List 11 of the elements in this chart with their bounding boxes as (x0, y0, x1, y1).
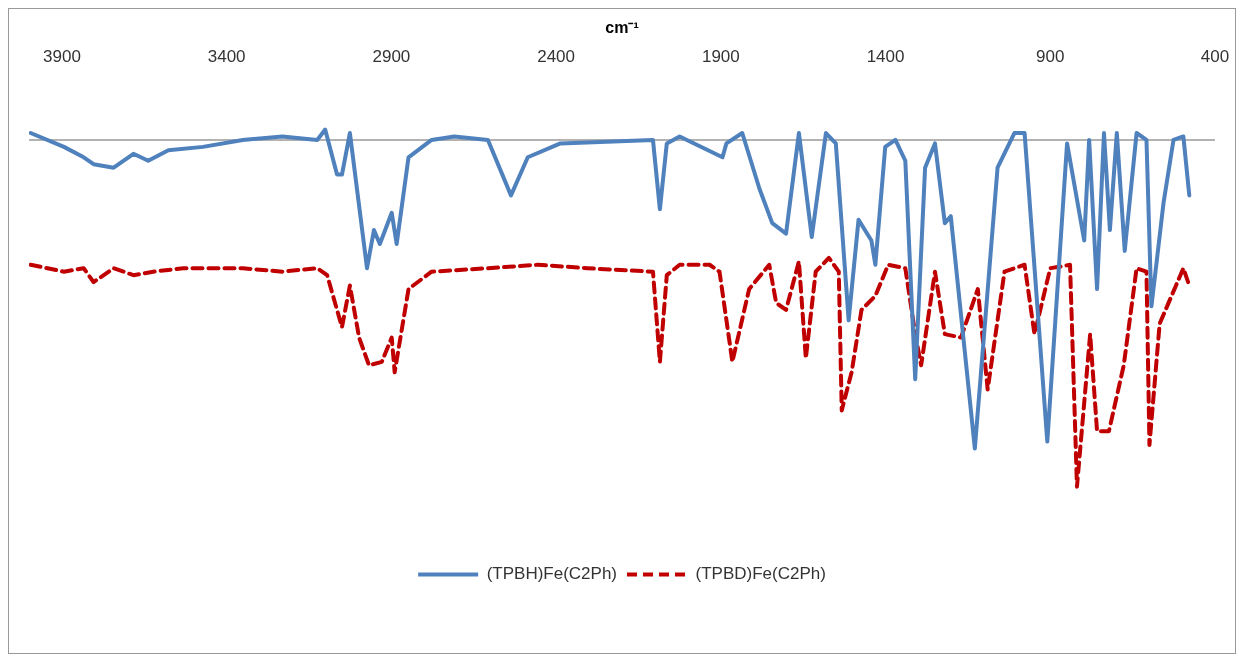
x-tick-label: 1400 (866, 47, 905, 67)
legend-label: (TPBD)Fe(C2Ph) (695, 564, 826, 584)
x-tick-label: 2400 (537, 47, 576, 67)
x-tick-label: 2900 (372, 47, 411, 67)
x-tick-label: 400 (1200, 47, 1230, 67)
x-axis-title: cm⁻¹ (605, 19, 639, 37)
x-tick-label: 900 (1036, 47, 1065, 67)
x-tick-label: 3400 (207, 47, 246, 67)
legend-label: (TPBH)Fe(C2Ph) (486, 564, 618, 584)
x-tick-label: 1900 (701, 47, 740, 67)
x-tick-label: 3900 (43, 47, 81, 67)
